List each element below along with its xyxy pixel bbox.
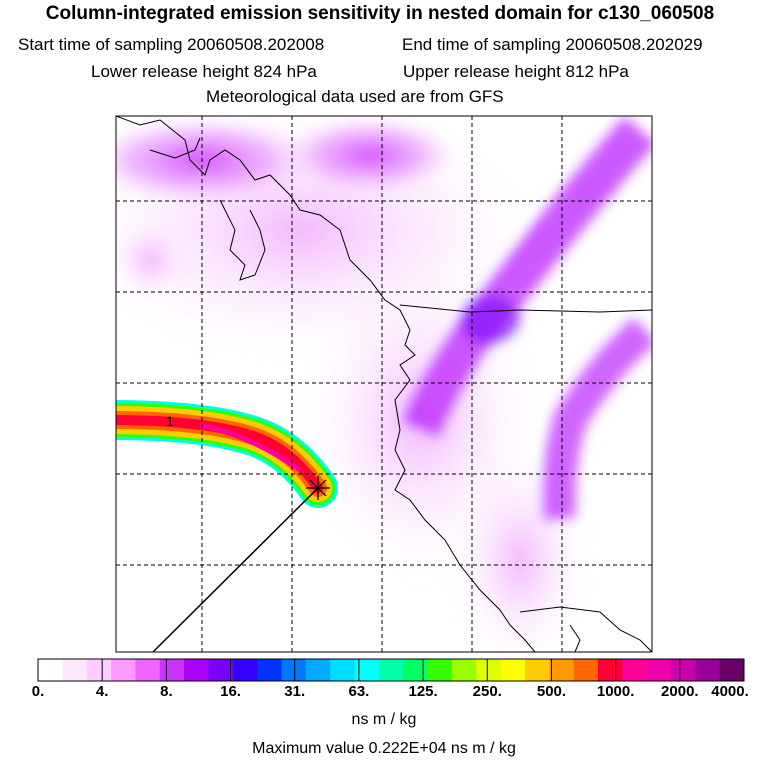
colorbar-swatch (38, 659, 63, 681)
colorbar-swatch (281, 659, 307, 681)
colorbar-swatch (257, 659, 282, 681)
release-point-marker (306, 476, 330, 500)
coastline (116, 116, 652, 652)
colorbar-swatch (111, 659, 136, 681)
colorbar-swatch (62, 659, 88, 681)
colorbar-frame (37, 658, 745, 682)
colorbar-swatch (597, 659, 623, 681)
flight-track (152, 487, 319, 653)
colorbar-swatch (208, 659, 234, 681)
colorbar-swatch (232, 659, 258, 681)
map-frame (115, 115, 653, 653)
colorbar-tick-label: 500. (536, 683, 567, 700)
colorbar-swatch (500, 659, 526, 681)
colorbar-swatch (670, 659, 696, 681)
met-data-text: Meteorological data used are from GFS (206, 87, 504, 106)
colorbar-tick-label: 31. (284, 683, 306, 700)
lower-release-text: Lower release height 824 hPa (91, 62, 317, 81)
colorbar-swatch (403, 659, 429, 681)
colorbar-swatch (646, 659, 672, 681)
colorbar-swatch (549, 659, 575, 681)
colorbar-tick-label: 2000. (661, 683, 699, 700)
colorbar-swatch (427, 659, 453, 681)
upper-release-text: Upper release height 812 hPa (403, 62, 629, 81)
colorbar-tick-label: 1000. (596, 683, 635, 700)
colorbar-swatch (476, 659, 502, 681)
colorbar-swatch (451, 659, 477, 681)
colorbar-swatch (184, 659, 209, 681)
grid-lines (116, 116, 652, 652)
release-label: 1 (166, 413, 174, 429)
colorbar-swatch (86, 659, 112, 681)
colorbar-swatch (695, 659, 721, 681)
colorbar-swatch (719, 659, 745, 681)
colorbar (37, 658, 745, 682)
colorbar-tick-label: 63. (348, 683, 370, 700)
colorbar-swatch (354, 659, 380, 681)
colorbar-swatch (305, 659, 331, 681)
map-title: Column-integrated emission sensitivity i… (45, 3, 715, 24)
end-time-text: End time of sampling 20060508.202029 (402, 35, 703, 54)
max-value-text: Maximum value 0.222E+04 ns m / kg (252, 740, 516, 757)
colorbar-tick-label: 4. (95, 683, 109, 700)
plume (116, 400, 338, 508)
colorbar-tick-label: 0. (31, 683, 45, 700)
colorbar-swatch (135, 659, 161, 681)
colorbar-swatch (378, 659, 404, 681)
start-time-text: Start time of sampling 20060508.202008 (18, 35, 325, 54)
colorbar-swatch (573, 659, 599, 681)
colorbar-units: ns m / kg (351, 711, 417, 728)
colorbar-swatch (622, 659, 648, 681)
colorbar-tick-label: 250. (472, 683, 502, 700)
sensitivity-field (116, 116, 652, 652)
colorbar-swatch (159, 659, 185, 681)
colorbar-tick-label: 8. (160, 683, 173, 700)
colorbar-swatch (330, 659, 355, 681)
colorbar-tick-label: 4000. (711, 683, 749, 700)
colorbar-tick-label: 125. (408, 683, 438, 700)
colorbar-tick-label: 16. (220, 683, 241, 700)
colorbar-swatch (524, 659, 550, 681)
